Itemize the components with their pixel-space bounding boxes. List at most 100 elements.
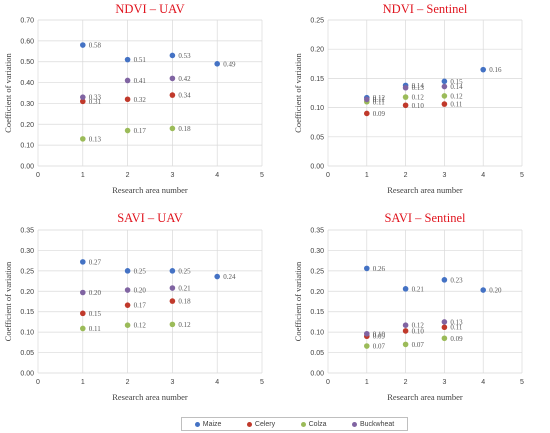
chart-title: NDVI – UAV	[115, 2, 184, 16]
data-label-buckwheat: 0.11	[373, 96, 385, 104]
data-point-buckwheat	[169, 285, 176, 291]
chart-title: SAVI – UAV	[117, 211, 183, 225]
y-axis-label: Coefficient of variation	[3, 261, 13, 341]
y-tick-label: 0.60	[20, 38, 34, 45]
data-label-maize: 0.58	[89, 42, 102, 50]
data-label-celery: 0.31	[89, 98, 102, 106]
data-point-maize	[169, 268, 176, 274]
y-tick-label: 0.70	[20, 18, 34, 25]
data-point-buckwheat	[364, 330, 370, 337]
data-label-colza: 0.07	[412, 341, 425, 349]
data-label-buckwheat: 0.12	[412, 322, 425, 330]
data-point-colza	[124, 322, 131, 328]
y-tick-label: 0.50	[20, 59, 34, 66]
legend-label: Maize	[202, 420, 222, 428]
data-point-maize	[80, 42, 86, 48]
data-label-maize: 0.16	[489, 66, 502, 74]
y-tick-label: 0.10	[20, 330, 34, 337]
x-tick-label: 3	[442, 379, 446, 386]
legend-swatch	[300, 421, 306, 427]
data-point-maize	[402, 286, 409, 292]
data-label-celery: 0.09	[373, 333, 386, 341]
data-point-celery	[124, 96, 131, 103]
x-tick-label: 5	[260, 379, 264, 386]
data-label-celery: 0.10	[412, 102, 425, 110]
x-tick-label: 0	[326, 379, 330, 386]
x-axis-label: Research area number	[387, 185, 463, 195]
data-point-celery	[124, 302, 131, 308]
data-point-maize	[480, 287, 487, 293]
y-tick-label: 0.20	[20, 289, 34, 296]
data-point-celery	[402, 102, 409, 109]
data-point-buckwheat	[80, 289, 86, 296]
y-axis-label: Coefficient of variation	[3, 52, 13, 132]
data-point-buckwheat	[124, 287, 131, 293]
y-tick-label: 0.25	[20, 268, 34, 275]
data-label-celery: 0.10	[412, 327, 425, 335]
legend-item-buckwheat: Buckwheat	[351, 420, 395, 428]
data-label-buckwheat: 0.20	[134, 287, 147, 295]
data-point-buckwheat	[80, 94, 86, 100]
chart-panel-4: SAVI – Sentinel 0.00 0.05 0.10 0.15 0.20 0.25 0…	[293, 211, 524, 402]
data-point-colza	[124, 127, 131, 134]
y-tick-label: 0.35	[310, 228, 324, 235]
data-point-celery	[364, 110, 370, 117]
x-tick-label: 1	[81, 379, 85, 386]
data-point-maize	[441, 277, 448, 283]
data-label-maize: 0.20	[489, 287, 502, 295]
chart-title: NDVI – Sentinel	[383, 2, 468, 16]
data-label-maize: 0.26	[373, 265, 386, 273]
data-label-buckwheat: 0.41	[134, 77, 147, 85]
chart-panel-3: SAVI – UAV 0.00 0.05 0.10 0.15 0.20 0.25 0.30 0.…	[3, 211, 264, 402]
legend-swatch	[351, 421, 357, 427]
data-label-maize: 0.15	[450, 78, 463, 86]
data-label-buckwheat: 0.20	[89, 289, 102, 297]
data-point-buckwheat	[402, 322, 409, 328]
x-tick-label: 0	[36, 379, 40, 386]
y-tick-label: 0.15	[20, 309, 34, 316]
data-label-colza: 0.12	[178, 321, 191, 329]
x-tick-label: 3	[170, 172, 174, 179]
data-label-maize: 0.27	[89, 258, 102, 266]
data-label-buckwheat: 0.21	[178, 285, 191, 293]
legend-item-celery: Celery	[246, 421, 275, 428]
chart-title: SAVI – Sentinel	[384, 211, 466, 225]
data-label-colza: 0.12	[134, 322, 147, 330]
y-tick-label: 0.20	[20, 122, 34, 129]
x-axis-label: Research area number	[112, 392, 188, 402]
data-label-celery: 0.11	[450, 101, 462, 109]
y-tick-label: 0.00	[310, 371, 324, 378]
chart-panel-1: NDVI – UAV 0.00 0.10 0.20 0.30 0.40 0.50 0.60 0.…	[3, 2, 264, 195]
y-tick-label: 0.00	[20, 371, 34, 378]
y-tick-label: 0.40	[20, 80, 34, 87]
y-tick-label: 0.10	[310, 105, 324, 112]
y-tick-label: 0.10	[310, 330, 324, 337]
data-point-maize	[214, 273, 220, 280]
data-label-maize: 0.25	[134, 267, 147, 275]
x-tick-label: 2	[126, 172, 130, 179]
data-point-maize	[80, 259, 86, 265]
data-point-buckwheat	[441, 319, 448, 325]
data-point-colza	[402, 94, 409, 100]
data-label-colza: 0.09	[450, 335, 463, 343]
data-point-buckwheat	[441, 83, 448, 90]
x-tick-label: 1	[365, 172, 369, 179]
data-label-celery: 0.11	[450, 324, 462, 332]
data-label-buckwheat: 0.33	[89, 94, 102, 102]
y-tick-label: 0.00	[310, 164, 324, 171]
x-tick-label: 5	[520, 379, 524, 386]
data-point-maize	[169, 52, 176, 59]
data-label-buckwheat: 0.13	[450, 318, 463, 326]
data-label-buckwheat: 0.13	[412, 84, 425, 92]
x-tick-label: 5	[520, 172, 524, 179]
data-label-maize: 0.49	[223, 60, 236, 68]
data-label-celery: 0.17	[134, 302, 147, 310]
x-tick-label: 4	[215, 172, 219, 179]
x-tick-label: 1	[81, 172, 85, 179]
legend-label: Buckwheat	[359, 420, 395, 428]
legend-swatch	[246, 421, 252, 427]
data-point-colza	[80, 136, 86, 142]
data-point-maize	[441, 78, 448, 85]
y-tick-label: 0.15	[310, 309, 324, 316]
